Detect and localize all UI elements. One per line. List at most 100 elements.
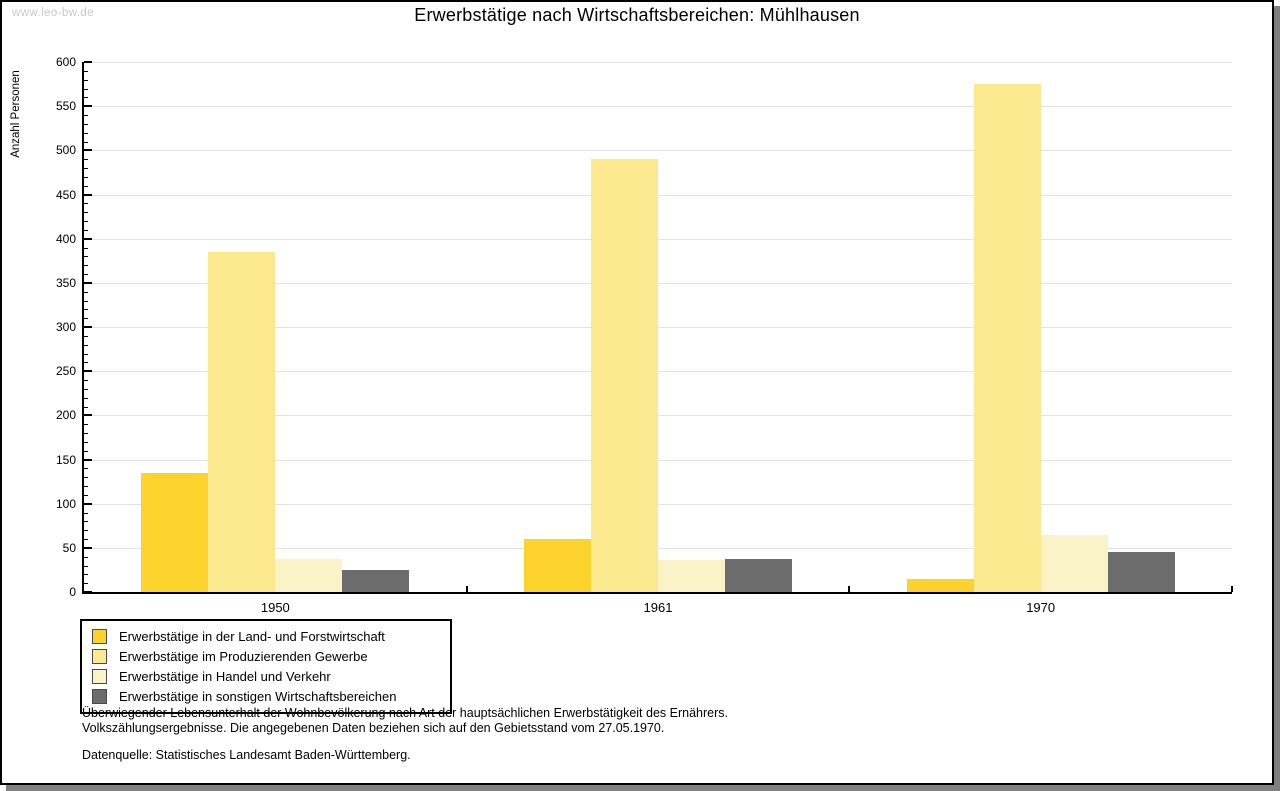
bar-1970-series3 [1040, 534, 1108, 592]
y-minor-tick [84, 141, 88, 143]
legend-label: Erwerbstätige in sonstigen Wirtschaftsbe… [119, 688, 397, 704]
y-minor-tick [84, 335, 88, 337]
y-major-tick [84, 61, 92, 63]
y-minor-tick [84, 388, 88, 390]
gridline-y300 [84, 327, 1232, 328]
footer-note-line2: Volkszählungsergebnisse. Die angegebenen… [82, 720, 665, 735]
legend-swatch-icon [92, 668, 107, 684]
gridline-y250 [84, 371, 1232, 373]
y-major-tick [84, 237, 92, 240]
gridline-y350 [84, 282, 1232, 284]
y-minor-tick [84, 441, 88, 443]
y-tick-label: 400 [55, 231, 76, 246]
y-minor-tick [84, 353, 88, 355]
y-minor-tick [84, 159, 88, 161]
y-minor-tick [84, 247, 88, 249]
watermark-link[interactable]: www.leo-bw.de [12, 7, 94, 19]
y-minor-tick [84, 123, 88, 125]
y-minor-tick [84, 79, 88, 81]
y-minor-tick [84, 265, 88, 267]
y-major-tick [84, 414, 92, 417]
legend-label: Erwerbstätige in der Land- und Forstwirt… [119, 628, 385, 644]
y-minor-tick [84, 176, 88, 178]
gridline-y50 [84, 547, 1232, 549]
bar-1950-series2 [208, 251, 276, 592]
y-minor-tick [84, 70, 88, 72]
y-tick-label: 200 [55, 408, 76, 423]
y-major-tick [84, 546, 92, 549]
x-boundary-tick [1231, 586, 1233, 592]
y-tick-label: 150 [55, 452, 76, 467]
bar-1950-series4 [342, 569, 410, 592]
y-minor-tick [84, 450, 88, 452]
bar-1961-series1 [524, 539, 591, 592]
y-major-tick [84, 105, 92, 108]
y-tick-label: 600 [55, 55, 76, 69]
y-minor-tick [84, 574, 88, 576]
y-minor-tick [84, 494, 88, 496]
bar-1970-series2 [973, 84, 1041, 592]
gridline-y400 [84, 238, 1232, 240]
legend-item-1: Erwerbstätige in der Land- und Forstwirt… [92, 626, 440, 646]
y-minor-tick [84, 291, 88, 293]
y-minor-tick [84, 512, 88, 514]
footer-notes: Überwiegender Lebensunterhalt der Wohnbe… [82, 706, 728, 763]
gridline-y550 [84, 106, 1232, 108]
x-category-label: 1970 [1026, 600, 1056, 615]
legend-item-3: Erwerbstätige in Handel und Verkehr [92, 666, 440, 686]
y-minor-tick [84, 97, 88, 99]
y-minor-tick [84, 406, 88, 408]
legend-item-2: Erwerbstätige im Produzierenden Gewerbe [92, 646, 440, 666]
y-minor-tick [84, 229, 88, 231]
y-minor-tick [84, 344, 88, 346]
legend-box: Erwerbstätige in der Land- und Forstwirt… [80, 619, 452, 714]
bar-1950-series1 [141, 472, 209, 592]
y-minor-tick [84, 256, 88, 258]
y-major-tick [84, 370, 92, 373]
y-minor-tick [84, 318, 88, 320]
y-minor-tick [84, 168, 88, 169]
y-minor-tick [84, 300, 88, 302]
y-major-tick [84, 326, 92, 328]
y-minor-tick [84, 380, 88, 381]
y-tick-label: 350 [55, 275, 76, 290]
bar-1961-series3 [658, 560, 725, 592]
gridline-y150 [84, 459, 1232, 461]
y-minor-tick [84, 477, 88, 479]
legend-swatch-icon [92, 688, 107, 704]
y-minor-tick [84, 212, 88, 214]
bar-1950-series3 [275, 559, 343, 592]
y-minor-tick [84, 433, 88, 434]
y-minor-tick [84, 362, 88, 364]
gridline-y200 [84, 415, 1232, 417]
bar-1961-series4 [725, 559, 792, 592]
y-tick-label: 300 [55, 320, 76, 334]
legend-label: Erwerbstätige in Handel und Verkehr [119, 668, 331, 684]
y-minor-tick [84, 397, 88, 399]
y-minor-tick [84, 221, 88, 222]
gridline-y500 [84, 150, 1232, 152]
y-minor-tick [84, 556, 88, 558]
gridline-y100 [84, 503, 1232, 505]
y-major-tick [84, 591, 92, 593]
y-minor-tick [84, 530, 88, 532]
y-minor-tick [84, 583, 88, 585]
gridline-y450 [84, 194, 1232, 196]
legend-label: Erwerbstätige im Produzierenden Gewerbe [119, 648, 368, 664]
y-major-tick [84, 281, 92, 284]
x-boundary-tick [848, 586, 851, 592]
x-category-label: 1950 [260, 600, 290, 615]
gridline-y600 [84, 62, 1232, 63]
y-tick-label: 250 [55, 364, 76, 379]
y-minor-tick [84, 115, 88, 116]
legend-swatch-icon [92, 628, 107, 644]
y-minor-tick [84, 565, 88, 567]
y-major-tick [84, 458, 92, 461]
y-minor-tick [84, 185, 88, 187]
y-minor-tick [84, 88, 88, 90]
y-minor-tick [84, 468, 88, 470]
y-tick-label: 500 [55, 143, 76, 158]
y-tick-label: 100 [55, 496, 76, 511]
y-minor-tick [84, 539, 88, 540]
